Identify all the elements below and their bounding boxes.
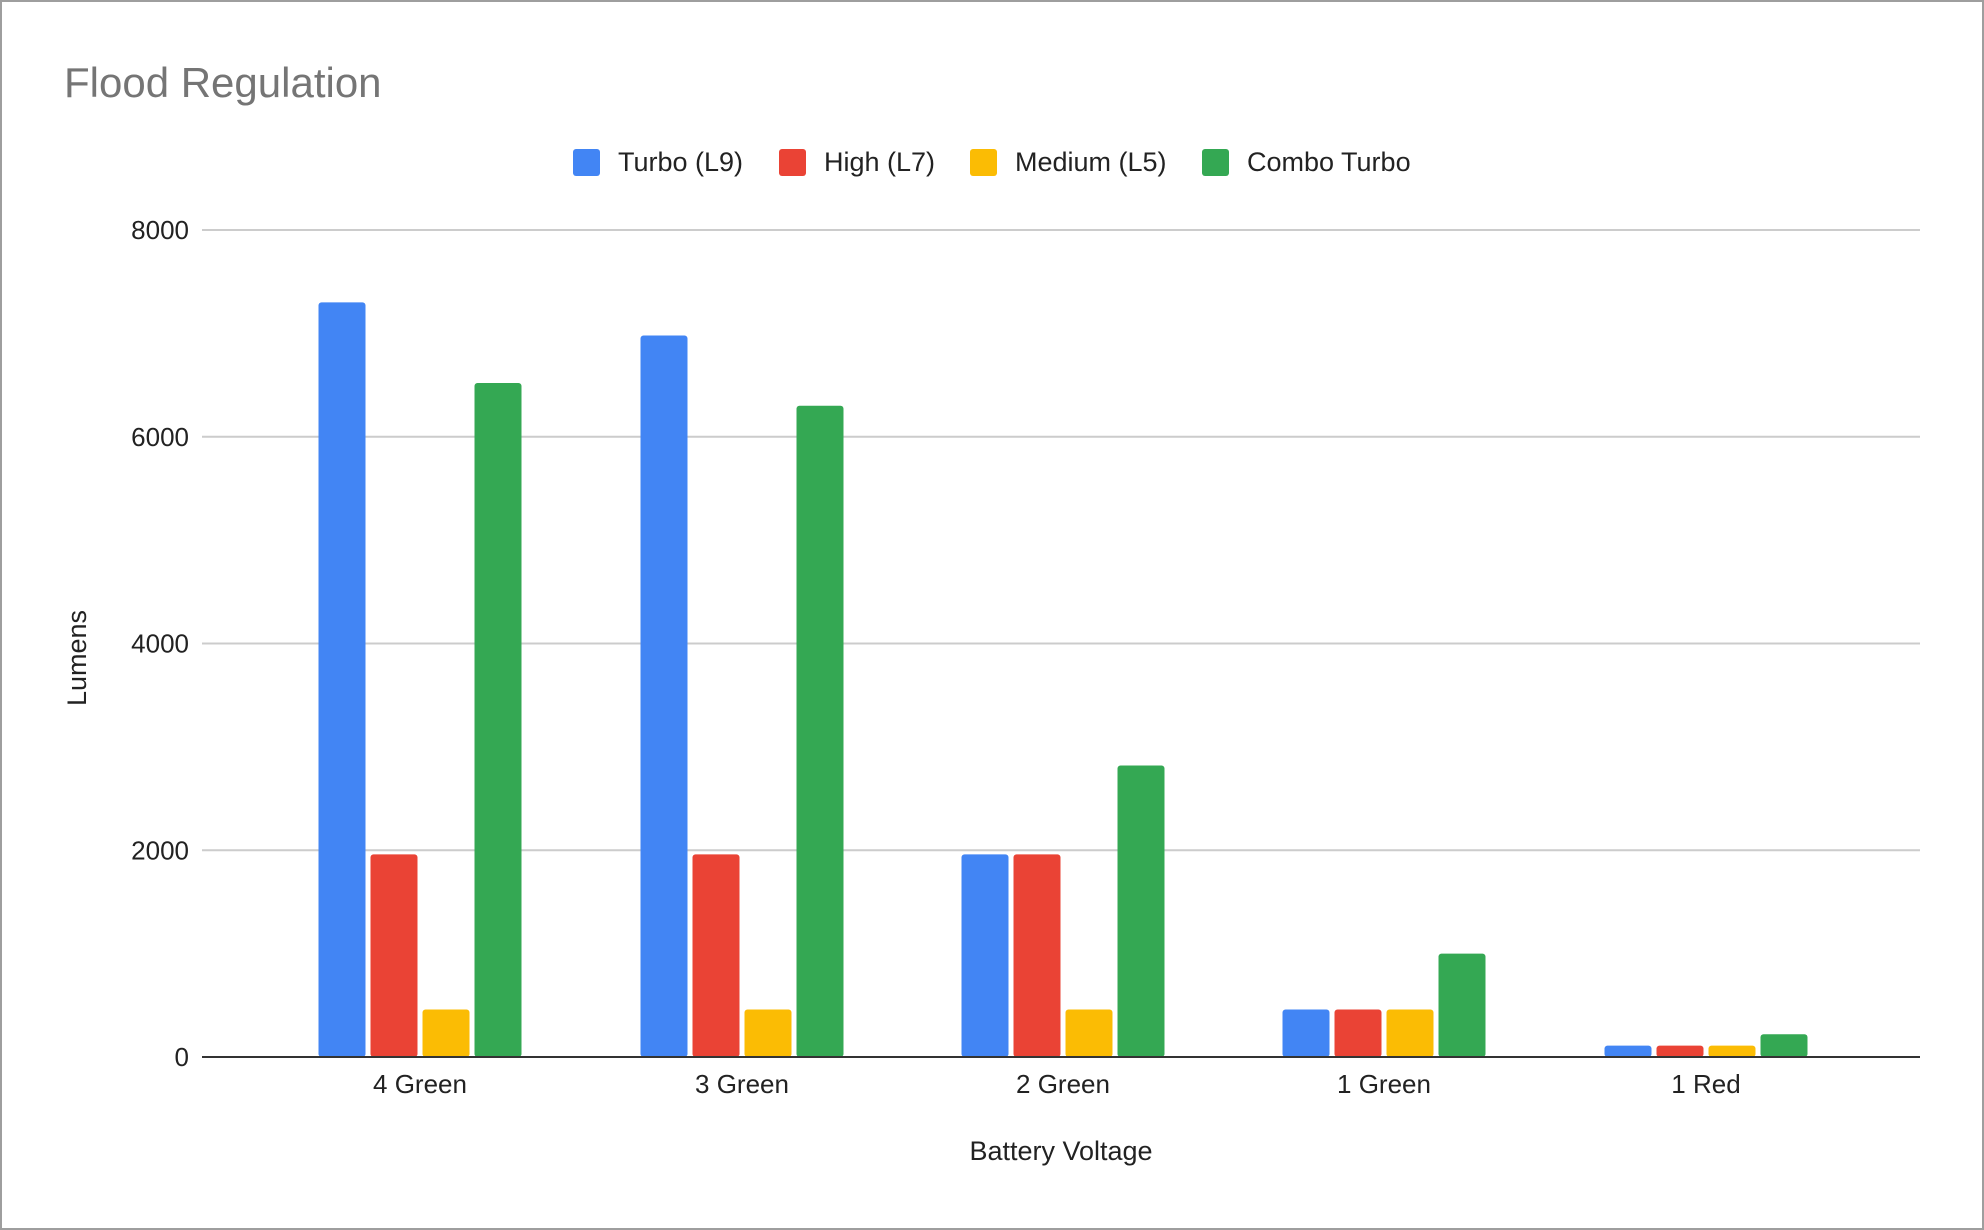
legend-item: Combo Turbo [1202, 147, 1411, 177]
bar-high-l7-3-green [692, 854, 740, 1057]
legend-label: Turbo (L9) [618, 147, 743, 177]
x-tick-label: 2 Green [1016, 1069, 1110, 1099]
bar-turbo-l9-2-green [961, 854, 1009, 1057]
bar-medium-l5-1-red [1708, 1045, 1756, 1057]
x-axis-title: Battery Voltage [969, 1136, 1152, 1166]
bar-medium-l5-4-green [422, 1009, 470, 1057]
bar-medium-l5-2-green [1065, 1009, 1113, 1057]
x-tick-label: 1 Green [1337, 1069, 1431, 1099]
legend-label: Medium (L5) [1015, 147, 1167, 177]
x-axis-ticks: 4 Green 3 Green 2 Green 1 Green 1 Red [373, 1069, 1741, 1099]
bar-high-l7-1-red [1656, 1045, 1704, 1057]
bar-high-l7-1-green [1334, 1009, 1382, 1057]
legend-item: High (L7) [779, 147, 935, 177]
y-axis-title: Lumens [62, 610, 92, 706]
bar-medium-l5-1-green [1386, 1009, 1434, 1057]
legend-swatch [970, 149, 997, 176]
legend-swatch [1202, 149, 1229, 176]
y-tick-label: 6000 [131, 422, 189, 452]
bar-combo-turbo-1-green [1438, 953, 1486, 1057]
legend-swatch [779, 149, 806, 176]
bar-turbo-l9-1-red [1604, 1045, 1652, 1057]
bar-turbo-l9-1-green [1282, 1009, 1330, 1057]
y-tick-label: 4000 [131, 629, 189, 659]
bar-combo-turbo-1-red [1760, 1034, 1808, 1057]
legend: Turbo (L9) High (L7) Medium (L5) Combo Turb… [573, 147, 1411, 177]
legend-label: High (L7) [824, 147, 935, 177]
bar-turbo-l9-4-green [318, 302, 366, 1057]
x-tick-label: 3 Green [695, 1069, 789, 1099]
y-axis-ticks: 0 2000 4000 6000 8000 [131, 215, 189, 1072]
bar-turbo-l9-3-green [640, 335, 688, 1057]
bar-high-l7-4-green [370, 854, 418, 1057]
chart-title: Flood Regulation [64, 59, 382, 106]
bar-high-l7-2-green [1013, 854, 1061, 1057]
legend-swatch [573, 149, 600, 176]
y-tick-label: 2000 [131, 835, 189, 865]
bar-combo-turbo-4-green [474, 382, 522, 1057]
legend-item: Medium (L5) [970, 147, 1167, 177]
bar-combo-turbo-3-green [796, 405, 844, 1057]
x-tick-label: 4 Green [373, 1069, 467, 1099]
y-tick-label: 0 [175, 1042, 189, 1072]
x-tick-label: 1 Red [1671, 1069, 1740, 1099]
legend-label: Combo Turbo [1247, 147, 1411, 177]
y-tick-label: 8000 [131, 215, 189, 245]
bar-combo-turbo-2-green [1117, 765, 1165, 1057]
gridlines [202, 229, 1920, 852]
bar-medium-l5-3-green [744, 1009, 792, 1057]
legend-item: Turbo (L9) [573, 147, 743, 177]
bars [318, 302, 1808, 1057]
